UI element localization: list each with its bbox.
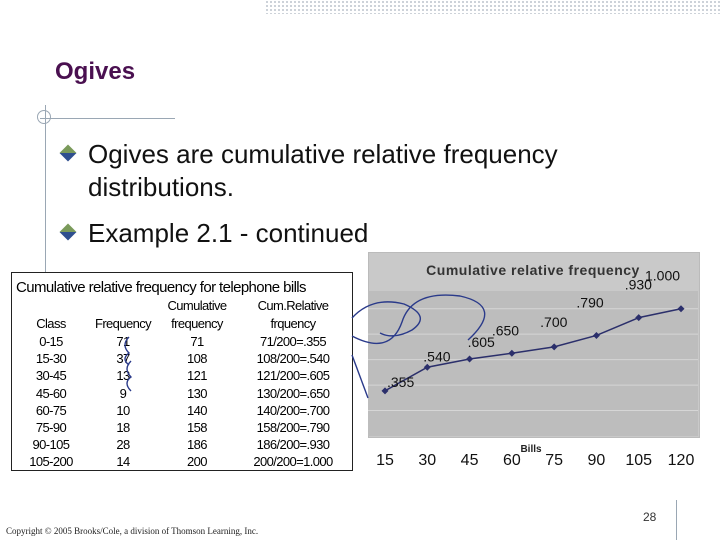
table-header-class: Class bbox=[36, 316, 66, 331]
x-tick-label: 75 bbox=[545, 452, 563, 469]
data-label: .790 bbox=[576, 294, 603, 310]
table-cell: 105-200 bbox=[29, 454, 73, 470]
data-point bbox=[635, 314, 643, 322]
table-header-cum-frequency: frequency bbox=[171, 316, 223, 331]
x-tick-label: 105 bbox=[625, 452, 652, 469]
decorative-dot-band bbox=[265, 0, 720, 14]
table-cell: 186/200=.930 bbox=[256, 437, 330, 453]
table-cell: 158/200=.790 bbox=[256, 420, 330, 435]
bullet-text: distributions. bbox=[88, 172, 234, 202]
page-number: 28 bbox=[643, 510, 657, 524]
copyright-footer: Copyright © 2005 Brooks/Cole, a division… bbox=[6, 526, 259, 536]
table-cell: 200/200=1.000 bbox=[253, 454, 333, 470]
table-cell: 108/200=.540 bbox=[256, 351, 330, 367]
decorative-circle bbox=[37, 110, 51, 124]
table-cell: 71/200=.355 bbox=[259, 334, 327, 349]
table-cell: 186 bbox=[187, 437, 207, 453]
data-point bbox=[466, 355, 474, 363]
data-point bbox=[550, 343, 558, 351]
data-label: .700 bbox=[540, 314, 567, 330]
x-tick-label: 90 bbox=[588, 452, 606, 469]
annotation-arrow bbox=[351, 294, 486, 345]
table-header-top: Cumulative bbox=[167, 298, 227, 313]
table-header-cum-rel-frequency: frquency bbox=[270, 316, 316, 331]
table-cell: 9 bbox=[119, 385, 127, 401]
decorative-line bbox=[676, 500, 677, 540]
data-point bbox=[423, 363, 431, 371]
table-cell: 140 bbox=[187, 402, 207, 418]
bullet-text: Ogives are cumulative relative frequency bbox=[88, 139, 558, 169]
x-tick-label: 60 bbox=[503, 452, 521, 469]
table-cell: 28 bbox=[116, 437, 130, 453]
decorative-line bbox=[40, 118, 175, 119]
table-cell: 108 bbox=[187, 351, 207, 367]
table-cell: 130 bbox=[187, 385, 207, 401]
table-cell: 90-105 bbox=[32, 437, 70, 453]
table-cell: 18 bbox=[116, 420, 130, 435]
table-cell: 60-75 bbox=[35, 402, 67, 418]
chart-plot-area bbox=[368, 291, 698, 436]
x-axis-label: Bills bbox=[520, 444, 542, 455]
series-line bbox=[384, 307, 682, 392]
table-cell: 15-30 bbox=[35, 351, 67, 367]
table-cell: 71 bbox=[116, 334, 130, 349]
data-label: .930 bbox=[625, 277, 652, 293]
decorative-line bbox=[45, 105, 46, 285]
table-cell: 140/200=.700 bbox=[256, 402, 330, 418]
data-label: 1.000 bbox=[645, 268, 680, 284]
table-cell: 121/200=.605 bbox=[256, 368, 330, 384]
annotation-arrow bbox=[351, 354, 369, 399]
x-tick-label: 30 bbox=[418, 452, 436, 469]
x-tick-label: 45 bbox=[461, 452, 479, 469]
data-label: .355 bbox=[387, 374, 414, 390]
table-cell: 45-60 bbox=[35, 385, 67, 401]
table-header-frequency: Frequency bbox=[94, 316, 152, 331]
table-cell: 75-90 bbox=[35, 420, 67, 435]
chart-title: Cumulative relative frequency bbox=[426, 262, 640, 278]
x-tick-label: 15 bbox=[376, 452, 394, 469]
table-cell: 200 bbox=[187, 454, 207, 470]
table-title: Cumulative relative frequency for teleph… bbox=[16, 279, 307, 296]
brace-annotation bbox=[124, 336, 133, 392]
table-header-top: Cum.Relative bbox=[257, 298, 329, 313]
table-cell: 14 bbox=[116, 454, 130, 470]
frequency-table: Cumulative relative frequency for teleph… bbox=[11, 272, 353, 471]
data-point bbox=[508, 349, 516, 357]
data-point bbox=[381, 387, 389, 395]
table-cell: 10 bbox=[116, 402, 130, 418]
table-cell: 158 bbox=[187, 420, 207, 435]
data-label: .605 bbox=[468, 334, 495, 350]
table-cell: 30-45 bbox=[35, 368, 67, 384]
data-point bbox=[592, 331, 600, 339]
table-cell: 130/200=.650 bbox=[256, 385, 330, 401]
table-cell: 0-15 bbox=[39, 334, 63, 349]
slide-title: Ogives bbox=[55, 58, 136, 85]
data-point bbox=[677, 305, 685, 313]
table-cell: 121 bbox=[187, 368, 207, 384]
data-label: .650 bbox=[492, 322, 519, 338]
data-label: .540 bbox=[423, 348, 450, 364]
bullet-text: Example 2.1 - continued bbox=[88, 218, 369, 248]
table-cell: 13 bbox=[116, 368, 130, 384]
x-tick-label: 120 bbox=[668, 452, 695, 469]
table-cell: 71 bbox=[190, 334, 204, 349]
